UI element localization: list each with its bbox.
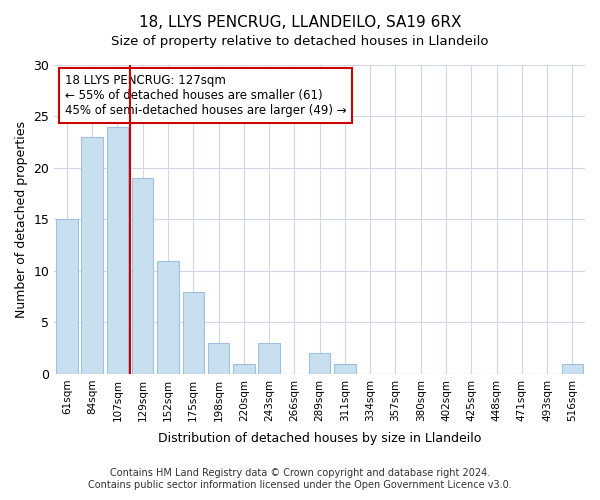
Y-axis label: Number of detached properties: Number of detached properties — [15, 121, 28, 318]
Bar — [233, 364, 254, 374]
Bar — [107, 127, 128, 374]
Text: 18 LLYS PENCRUG: 127sqm
← 55% of detached houses are smaller (61)
45% of semi-de: 18 LLYS PENCRUG: 127sqm ← 55% of detache… — [65, 74, 347, 118]
Bar — [132, 178, 154, 374]
Bar — [56, 220, 77, 374]
Bar — [82, 137, 103, 374]
Bar — [157, 260, 179, 374]
Text: 18, LLYS PENCRUG, LLANDEILO, SA19 6RX: 18, LLYS PENCRUG, LLANDEILO, SA19 6RX — [139, 15, 461, 30]
Bar — [562, 364, 583, 374]
Text: Contains HM Land Registry data © Crown copyright and database right 2024.
Contai: Contains HM Land Registry data © Crown c… — [88, 468, 512, 490]
Bar — [309, 354, 331, 374]
Text: Size of property relative to detached houses in Llandeilo: Size of property relative to detached ho… — [111, 35, 489, 48]
X-axis label: Distribution of detached houses by size in Llandeilo: Distribution of detached houses by size … — [158, 432, 481, 445]
Bar — [334, 364, 356, 374]
Bar — [182, 292, 204, 374]
Bar — [208, 343, 229, 374]
Bar — [259, 343, 280, 374]
